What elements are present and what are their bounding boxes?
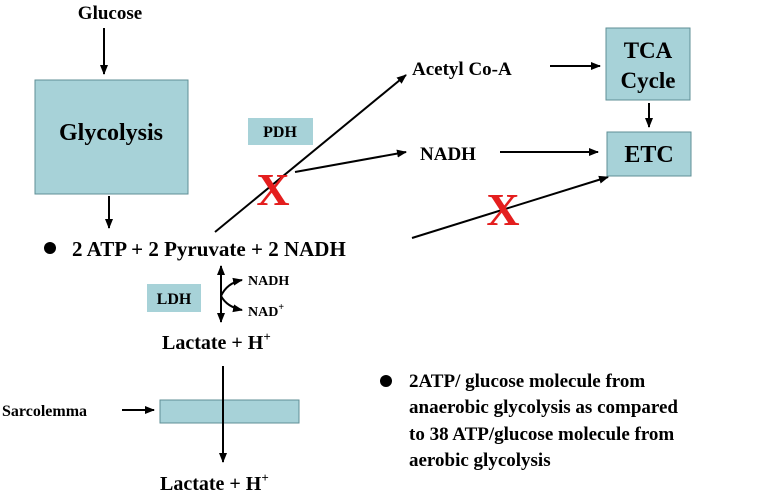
arrow-to-nadh-small bbox=[220, 277, 243, 297]
lactate-top-label: Lactate + H+ bbox=[162, 329, 271, 354]
pdh-box bbox=[248, 118, 313, 145]
etc-box bbox=[606, 131, 692, 177]
lactate-bottom-sup: + bbox=[261, 470, 268, 485]
nad-small-sup: + bbox=[278, 302, 284, 313]
tca-cycle-box bbox=[605, 27, 691, 101]
lactate-top-text: Lactate + H bbox=[162, 332, 264, 354]
nad-small-label: NAD+ bbox=[248, 302, 284, 320]
tca-label-line1: TCA bbox=[624, 38, 673, 63]
glycolysis-label: Glycolysis bbox=[59, 120, 163, 146]
pdh-label: PDH bbox=[263, 124, 297, 141]
ldh-box bbox=[147, 284, 201, 312]
arrow-pdh-to-nadh bbox=[294, 149, 407, 173]
lactate-bottom-label: Lactate + H+ bbox=[160, 470, 269, 495]
nadh-label: NADH bbox=[420, 144, 476, 165]
arrow-pyruvate-to-acetyl-coa bbox=[214, 74, 407, 233]
lactate-bottom-text: Lactate + H bbox=[160, 473, 262, 495]
blocked-x-pdh: X bbox=[256, 164, 289, 215]
acetyl-coa-label: Acetyl Co-A bbox=[412, 59, 512, 80]
note-line-3: to 38 ATP/glucose molecule from bbox=[409, 424, 674, 445]
glucose-label: Glucose bbox=[78, 3, 142, 24]
nad-small-text: NAD bbox=[248, 305, 278, 320]
sarcolemma-label: Sarcolemma bbox=[2, 403, 87, 420]
note-line-1: 2ATP/ glucose molecule from bbox=[409, 371, 645, 392]
ldh-label: LDH bbox=[157, 291, 192, 308]
bullet-dot bbox=[44, 242, 56, 254]
blocked-x-etc: X bbox=[486, 184, 519, 235]
lactate-top-sup: + bbox=[263, 329, 270, 344]
arrow-nadh-to-etc bbox=[411, 175, 609, 239]
products-label: 2 ATP + 2 Pyruvate + 2 NADH bbox=[72, 237, 346, 261]
nadh-small-label: NADH bbox=[248, 274, 289, 289]
arrow-to-nad-small bbox=[220, 295, 243, 313]
note-bullet bbox=[380, 375, 392, 387]
glycolysis-box bbox=[34, 79, 189, 195]
note-line-4: aerobic glycolysis bbox=[409, 450, 551, 471]
tca-label-line2: Cycle bbox=[621, 68, 676, 93]
note-line-2: anaerobic glycolysis as compared bbox=[409, 397, 678, 418]
sarcolemma-membrane bbox=[159, 399, 300, 424]
etc-label: ETC bbox=[624, 142, 673, 168]
